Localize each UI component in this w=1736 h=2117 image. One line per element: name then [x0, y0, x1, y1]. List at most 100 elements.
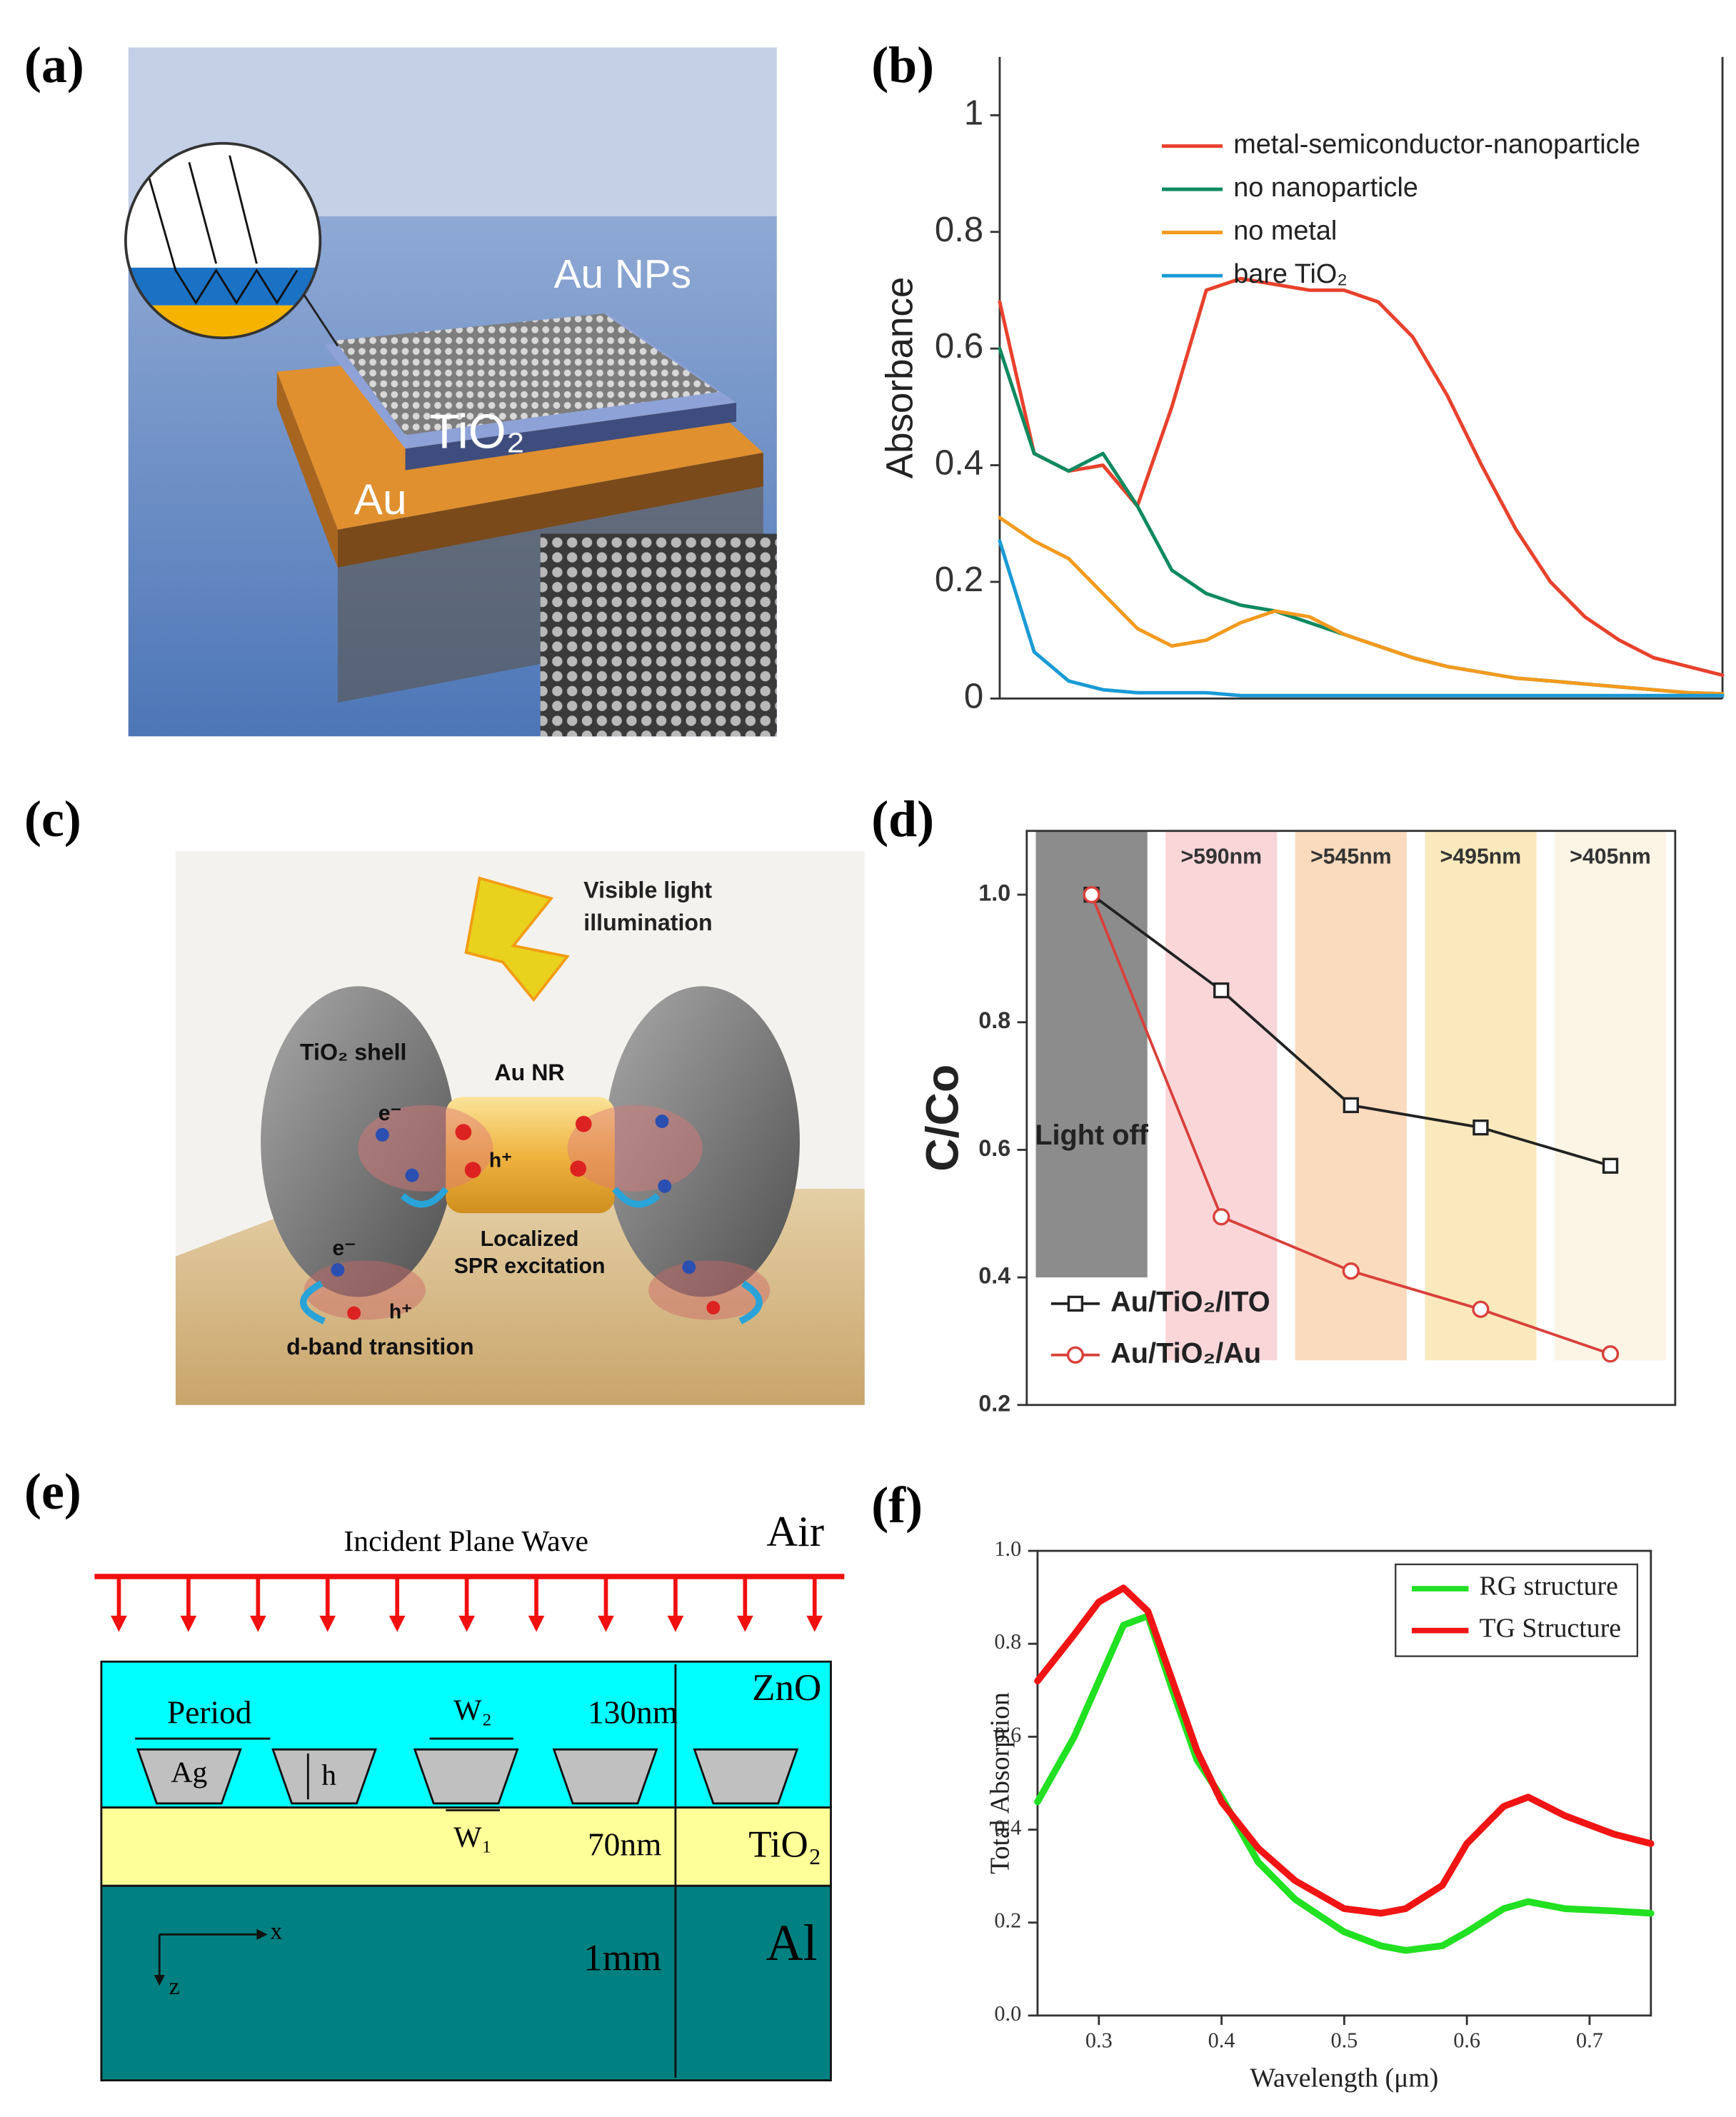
category-label: >405nm — [1570, 845, 1651, 869]
y-tick-label: 0 — [964, 676, 983, 715]
carriers — [331, 1115, 721, 1320]
transfer-arrow — [400, 1187, 449, 1208]
y-tick-label: 0.6 — [978, 1135, 1010, 1161]
panel-e-diagram: Incident Plane Wave Air Period Ag h W₂ W… — [94, 1508, 845, 2082]
decoration — [405, 1168, 419, 1182]
decoration — [147, 175, 298, 305]
marker — [1343, 1097, 1359, 1114]
label: ZnO — [752, 1667, 821, 1709]
legend-marker — [1067, 1295, 1084, 1312]
y-tick-label: 1.0 — [978, 880, 1010, 906]
au-rod — [446, 1097, 615, 1214]
label: Au NR — [494, 1060, 564, 1085]
x-tick-label: 0.7 — [1576, 2028, 1603, 2053]
wavelength-band — [1165, 830, 1278, 1361]
panel-label: (d) — [871, 790, 934, 848]
marker — [1213, 1208, 1230, 1226]
chart: Light off >590nm >545nm >495nm >405nm 0.2 0.4 0… — [916, 830, 1677, 1416]
label: x — [270, 1918, 282, 1944]
wavelength-band — [1554, 830, 1667, 1361]
panel-label: (a) — [24, 36, 84, 94]
marker — [1602, 1157, 1619, 1174]
arrow-head — [528, 1615, 545, 1632]
legend-frame — [1395, 1563, 1639, 1657]
category-label: Light off — [1035, 1120, 1149, 1151]
legend-label: RG structure — [1480, 1572, 1618, 1601]
label: Visible light — [583, 877, 712, 902]
marker — [1083, 885, 1100, 904]
arrow-head — [180, 1615, 197, 1632]
ag-grating — [552, 1748, 658, 1805]
y-tick-label: 1 — [964, 93, 983, 132]
ag-grating — [693, 1748, 799, 1805]
y-tick-label: 0.0 — [994, 2001, 1021, 2026]
ag-grating — [136, 1748, 242, 1805]
arrow-head — [154, 1975, 165, 1986]
y-tick-label: 0.2 — [978, 1390, 1010, 1416]
al-layer — [100, 1884, 832, 2082]
decoration — [188, 161, 218, 264]
transfer-arrow — [738, 1280, 763, 1324]
legend-label: TG Structure — [1480, 1613, 1622, 1643]
decoration — [682, 1260, 696, 1274]
au-edge — [337, 453, 763, 568]
au-side — [276, 371, 338, 568]
label: illumination — [583, 910, 712, 935]
y-axis-title: C/Co — [916, 1065, 968, 1172]
sem-inset — [540, 533, 777, 737]
series-line — [998, 276, 1725, 678]
label: Air — [766, 1508, 824, 1556]
label: e⁻ — [332, 1237, 356, 1260]
arrow-head — [319, 1615, 336, 1632]
arrow-head — [806, 1615, 823, 1632]
label: W₂ — [453, 1694, 492, 1727]
panel-c-illustration: Visible light illumination TiO₂ shell Au… — [175, 851, 865, 1405]
y-tick-label: 0.2 — [994, 1909, 1021, 1933]
plot-frame — [1025, 830, 1677, 1407]
legend-label: no nanoparticle — [1233, 173, 1418, 203]
panel-label: (b) — [871, 36, 934, 94]
label: Period — [167, 1694, 252, 1730]
decoration — [575, 1115, 592, 1132]
label: Au — [354, 475, 407, 523]
light-bolt — [464, 876, 570, 1002]
transfer-arrow — [300, 1280, 326, 1324]
panel-label: (f) — [871, 1477, 923, 1534]
tio2-layer — [100, 1806, 832, 1887]
decoration — [706, 1301, 721, 1315]
label: W₁ — [453, 1821, 492, 1854]
label: 70nm — [588, 1827, 661, 1863]
legend-marker — [1066, 1346, 1085, 1364]
nanoparticle-film — [335, 313, 719, 436]
legend-label: metal-semiconductor-nanoparticle — [1233, 130, 1640, 160]
inset — [125, 143, 321, 338]
marker — [1213, 982, 1230, 999]
y-tick-label: 0.8 — [978, 1007, 1010, 1033]
decoration — [375, 1127, 389, 1142]
arrow-head — [458, 1615, 475, 1632]
marker — [1472, 1300, 1490, 1318]
label: Localized — [481, 1227, 579, 1251]
legend-label: bare TiO₂ — [1233, 259, 1348, 289]
glow — [567, 1105, 703, 1192]
label: SPR excitation — [454, 1254, 606, 1278]
incident-arrows — [111, 1577, 823, 1632]
panel-label: (e) — [24, 1463, 81, 1520]
marker — [1601, 1345, 1620, 1363]
series-line — [1034, 1584, 1655, 1917]
arrow-head — [111, 1615, 127, 1632]
tio2-edge — [405, 403, 737, 471]
category-label: >495nm — [1440, 845, 1522, 869]
x-tick-label: 0.5 — [1330, 2028, 1358, 2053]
label: z — [169, 1973, 179, 2000]
panel-a-illustration: Au NPs TiO₂ Au — [124, 47, 777, 737]
y-tick-label: 0.6 — [994, 1722, 1021, 1746]
arrow-head — [388, 1615, 406, 1632]
transfer-arrow — [611, 1187, 661, 1208]
legend-label: Au/TiO₂/Au — [1110, 1337, 1261, 1369]
wavelength-band — [1425, 830, 1537, 1361]
x-tick-label: 0.3 — [1085, 2028, 1113, 2053]
label: Au NPs — [554, 252, 691, 297]
